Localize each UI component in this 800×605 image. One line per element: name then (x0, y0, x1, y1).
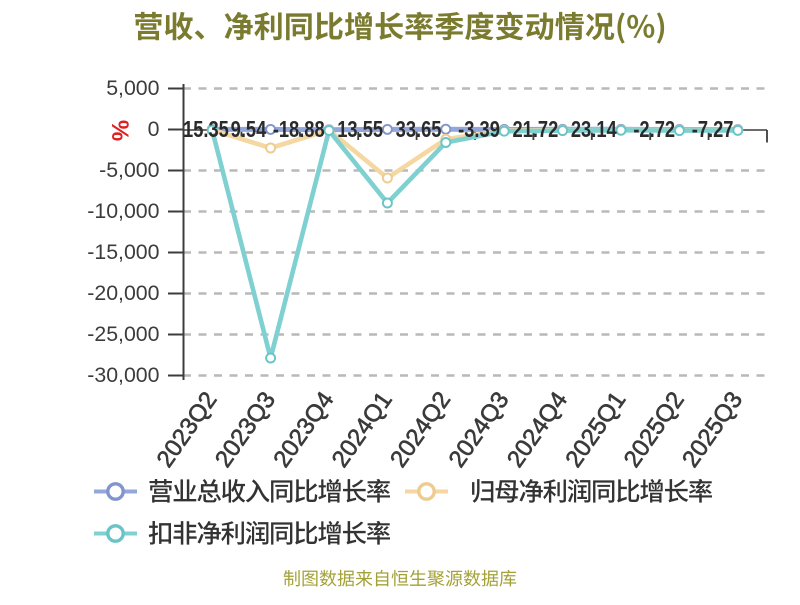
svg-text:-10,000: -10,000 (87, 199, 159, 223)
svg-text:-25,000: -25,000 (87, 322, 159, 346)
svg-text:-15,000: -15,000 (87, 240, 159, 264)
svg-text:-18.88: -18.88 (273, 117, 325, 143)
svg-text:5,000: 5,000 (106, 76, 159, 100)
svg-text:%: % (106, 120, 133, 141)
svg-text:-2.72: -2.72 (633, 117, 675, 143)
svg-text:13.55: 13.55 (337, 117, 383, 143)
svg-text:-3.39: -3.39 (458, 117, 500, 143)
svg-text:15.35: 15.35 (183, 117, 229, 143)
svg-text:-20,000: -20,000 (87, 281, 159, 305)
svg-text:-7.27: -7.27 (692, 117, 734, 143)
svg-text:0: 0 (148, 117, 160, 141)
svg-text:-5,000: -5,000 (99, 158, 160, 182)
svg-text:23.14: 23.14 (571, 117, 617, 143)
svg-text:33.65: 33.65 (396, 117, 442, 143)
svg-text:-30,000: -30,000 (87, 363, 159, 387)
svg-text:21.72: 21.72 (512, 117, 558, 143)
svg-text:9.54: 9.54 (231, 117, 267, 143)
